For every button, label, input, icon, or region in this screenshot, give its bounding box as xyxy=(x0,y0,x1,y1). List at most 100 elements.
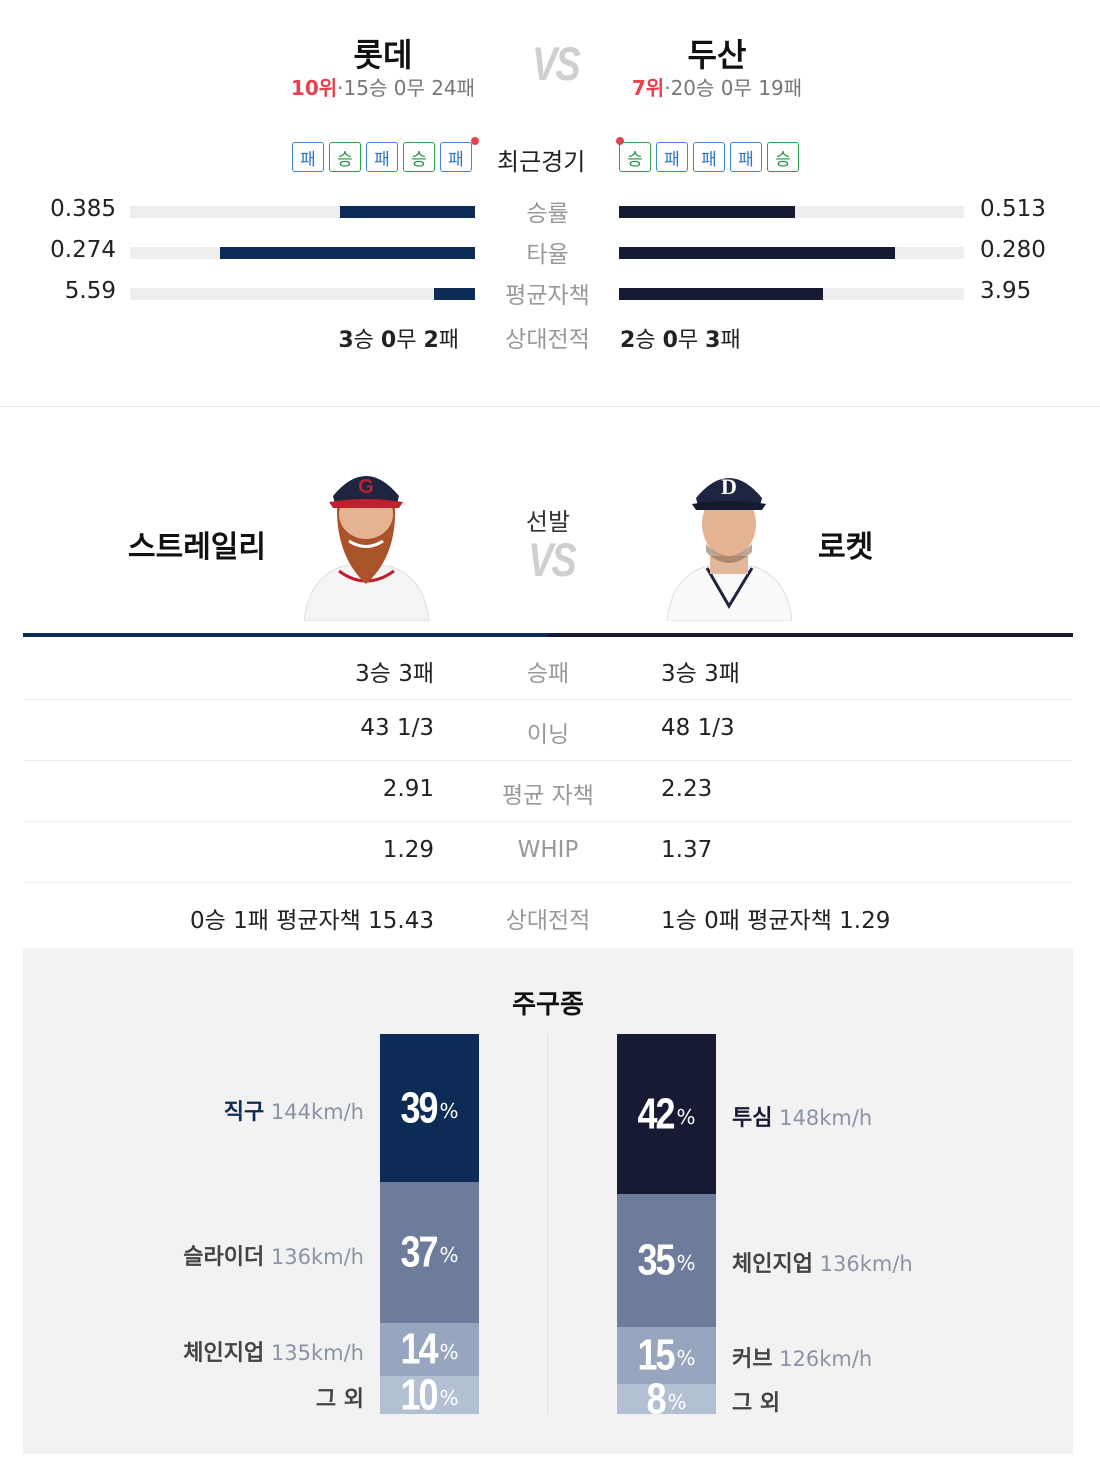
away-stat-bar xyxy=(219,247,475,259)
home-pitcher-stat: 1.37 xyxy=(661,837,713,863)
percent-sign: % xyxy=(667,1389,687,1414)
pitch-name: 직구 xyxy=(223,1100,265,1126)
pitch-percent-value: 35 xyxy=(637,1234,675,1285)
away-team-record: 10위·15승 0무 24패 xyxy=(233,72,533,101)
svg-text:G: G xyxy=(358,476,374,498)
home-stat-track xyxy=(619,247,964,259)
recent-games-label: 최근경기 xyxy=(497,148,586,176)
h2h-unit: 승 xyxy=(353,328,374,353)
recent-result-chip: 패 xyxy=(730,142,762,172)
home-team-name: 두산 xyxy=(687,36,747,74)
percent-sign: % xyxy=(676,1104,696,1129)
h2h-losses: 2 xyxy=(423,328,439,353)
percent-sign: % xyxy=(439,1243,459,1268)
home-team-record: 7위·20승 0무 19패 xyxy=(567,72,867,101)
away-pitcher-stat: 2.91 xyxy=(382,776,434,802)
pitcher-stat-row: 2.91 평균 자책 2.23 xyxy=(23,760,1073,822)
away-starter-name: 스트레일리 xyxy=(128,530,266,565)
recent-result-chip: 패 xyxy=(693,142,725,172)
percent-sign: % xyxy=(439,1386,459,1410)
h2h-unit: 무 xyxy=(677,328,699,353)
home-wdl: 20승 0무 19패 xyxy=(670,76,803,100)
away-recent-games: 패 승 패 승 패 xyxy=(292,142,472,172)
home-head-to-head: 2승 0무 3패 xyxy=(620,322,741,354)
home-stat-track xyxy=(619,288,964,300)
away-wdl: 15승 0무 24패 xyxy=(343,76,476,100)
home-stat-bar xyxy=(619,247,895,259)
stat-label: 타율 xyxy=(526,242,569,268)
latest-game-dot xyxy=(616,137,624,145)
vs-text: VS xyxy=(532,38,581,92)
latest-game-dot xyxy=(471,137,479,145)
home-pitch-segment: 8% xyxy=(617,1374,716,1423)
away-pitch-type-label: 체인지업 135km/h xyxy=(44,1335,364,1367)
home-pitcher-stat: 1승 0패 평균자책 1.29 xyxy=(661,908,891,934)
h2h-unit: 패 xyxy=(438,328,459,353)
home-pitch-type-label: 그 외 xyxy=(732,1385,780,1417)
home-pitcher-stat: 48 1/3 xyxy=(661,715,735,741)
pitch-name: 커브 xyxy=(732,1347,773,1373)
home-pitcher-stat: 3승 3패 xyxy=(661,661,740,687)
percent-sign: % xyxy=(676,1251,696,1276)
recent-result-chip: 패 xyxy=(440,142,472,172)
starter-label: 선발 xyxy=(525,508,571,536)
away-pitcher-stat: 43 1/3 xyxy=(360,715,434,741)
away-pitcher-stat: 0승 1패 평균자책 15.43 xyxy=(189,908,434,934)
pitcher-stat-label: 승패 xyxy=(526,661,570,687)
away-starter-photo: G xyxy=(299,456,434,621)
percent-sign: % xyxy=(439,1340,459,1365)
pitch-speed: 136km/h xyxy=(264,1244,364,1269)
svg-text:D: D xyxy=(721,474,737,499)
recent-result-chip: 승 xyxy=(619,142,651,172)
pitch-percent-value: 14 xyxy=(400,1324,438,1374)
away-stat-track xyxy=(130,247,475,259)
away-pitch-type-label: 그 외 xyxy=(44,1381,364,1413)
pitch-speed: 135km/h xyxy=(264,1341,364,1366)
recent-result-chip: 패 xyxy=(366,142,398,172)
away-pitcher-stat: 3승 3패 xyxy=(355,661,434,687)
pitch-name: 체인지업 xyxy=(183,1341,265,1367)
away-pitch-type-label: 직구 144km/h xyxy=(44,1094,364,1126)
pitch-percent-value: 37 xyxy=(400,1227,438,1277)
head-to-head-label: 상대전적 xyxy=(505,327,590,353)
recent-result-chip: 패 xyxy=(292,142,324,172)
pitch-speed: 136km/h xyxy=(812,1252,913,1277)
home-pitcher-stat: 2.23 xyxy=(661,776,713,802)
pitcher-stat-label: 이닝 xyxy=(526,722,570,748)
home-stat-track xyxy=(619,206,964,218)
away-stat-bar xyxy=(340,206,475,218)
h2h-draws: 0 xyxy=(662,328,678,353)
h2h-unit: 무 xyxy=(396,328,417,353)
home-starter-photo: D xyxy=(662,456,797,621)
away-team-name: 롯데 xyxy=(353,36,413,74)
pitch-mix-separator xyxy=(547,1034,548,1414)
pitch-speed: 148km/h xyxy=(772,1105,873,1130)
home-pitch-type-label: 체인지업 136km/h xyxy=(732,1246,913,1278)
away-pitch-segment: 14% xyxy=(380,1322,479,1376)
pitch-name: 그 외 xyxy=(315,1387,364,1412)
home-recent-games: 승 패 패 패 승 xyxy=(619,142,799,172)
pitcher-stat-row: 3승 3패 승패 3승 3패 xyxy=(23,638,1073,700)
home-rank: 7위 xyxy=(631,76,665,100)
pitch-mix-title: 주구종 xyxy=(512,990,584,1020)
h2h-unit: 승 xyxy=(635,328,656,353)
rank-separator: · xyxy=(664,76,671,100)
away-stat-track xyxy=(130,288,475,300)
team-stat-row-win-pct: 0.385 승률 0.513 xyxy=(0,190,1100,230)
away-stat-value: 5.59 xyxy=(64,278,116,304)
pitcher-stat-label: 상대전적 xyxy=(505,908,591,934)
away-head-to-head: 3승 0무 2패 xyxy=(338,322,459,354)
pitch-name: 슬라이더 xyxy=(183,1244,265,1270)
home-pitch-type-label: 커브 126km/h xyxy=(732,1341,872,1373)
pitch-percent-value: 39 xyxy=(400,1082,438,1133)
pitcher-stat-row: 43 1/3 이닝 48 1/3 xyxy=(23,699,1073,761)
starter-vs-text: VS xyxy=(528,534,577,588)
percent-sign: % xyxy=(439,1099,459,1124)
pitch-percent-value: 8 xyxy=(646,1373,666,1423)
away-stat-value: 0.385 xyxy=(50,196,116,222)
home-stat-bar xyxy=(619,288,823,300)
away-stat-value: 0.274 xyxy=(50,237,116,263)
away-pitch-segment: 37% xyxy=(380,1182,479,1323)
home-stat-value: 3.95 xyxy=(980,278,1032,304)
away-pitch-type-label: 슬라이더 136km/h xyxy=(44,1239,364,1271)
